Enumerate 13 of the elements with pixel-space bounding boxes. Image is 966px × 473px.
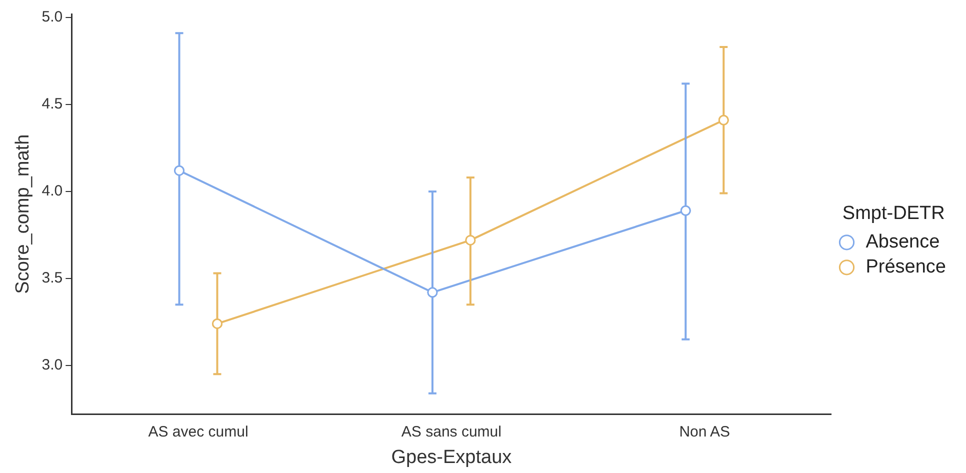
x-axis-title: Gpes-Exptaux xyxy=(391,446,512,468)
legend-title: Smpt-DETR xyxy=(842,202,945,224)
y-tick-label: 4.5 xyxy=(42,96,63,113)
y-tick-label: 3.0 xyxy=(42,356,63,374)
y-tick-label: 3.5 xyxy=(42,270,63,287)
x-tick-label: AS sans cumul xyxy=(401,423,502,440)
y-axis-title: Score_comp_math xyxy=(12,134,34,294)
x-tick-label: Non AS xyxy=(679,423,730,440)
legend-label: Absence xyxy=(866,232,940,253)
y-tick-label: 4.0 xyxy=(42,182,63,200)
y-tick-label: 5.0 xyxy=(42,8,63,26)
legend-label: Présence xyxy=(866,256,946,278)
x-tick-label: AS avec cumul xyxy=(148,423,248,440)
